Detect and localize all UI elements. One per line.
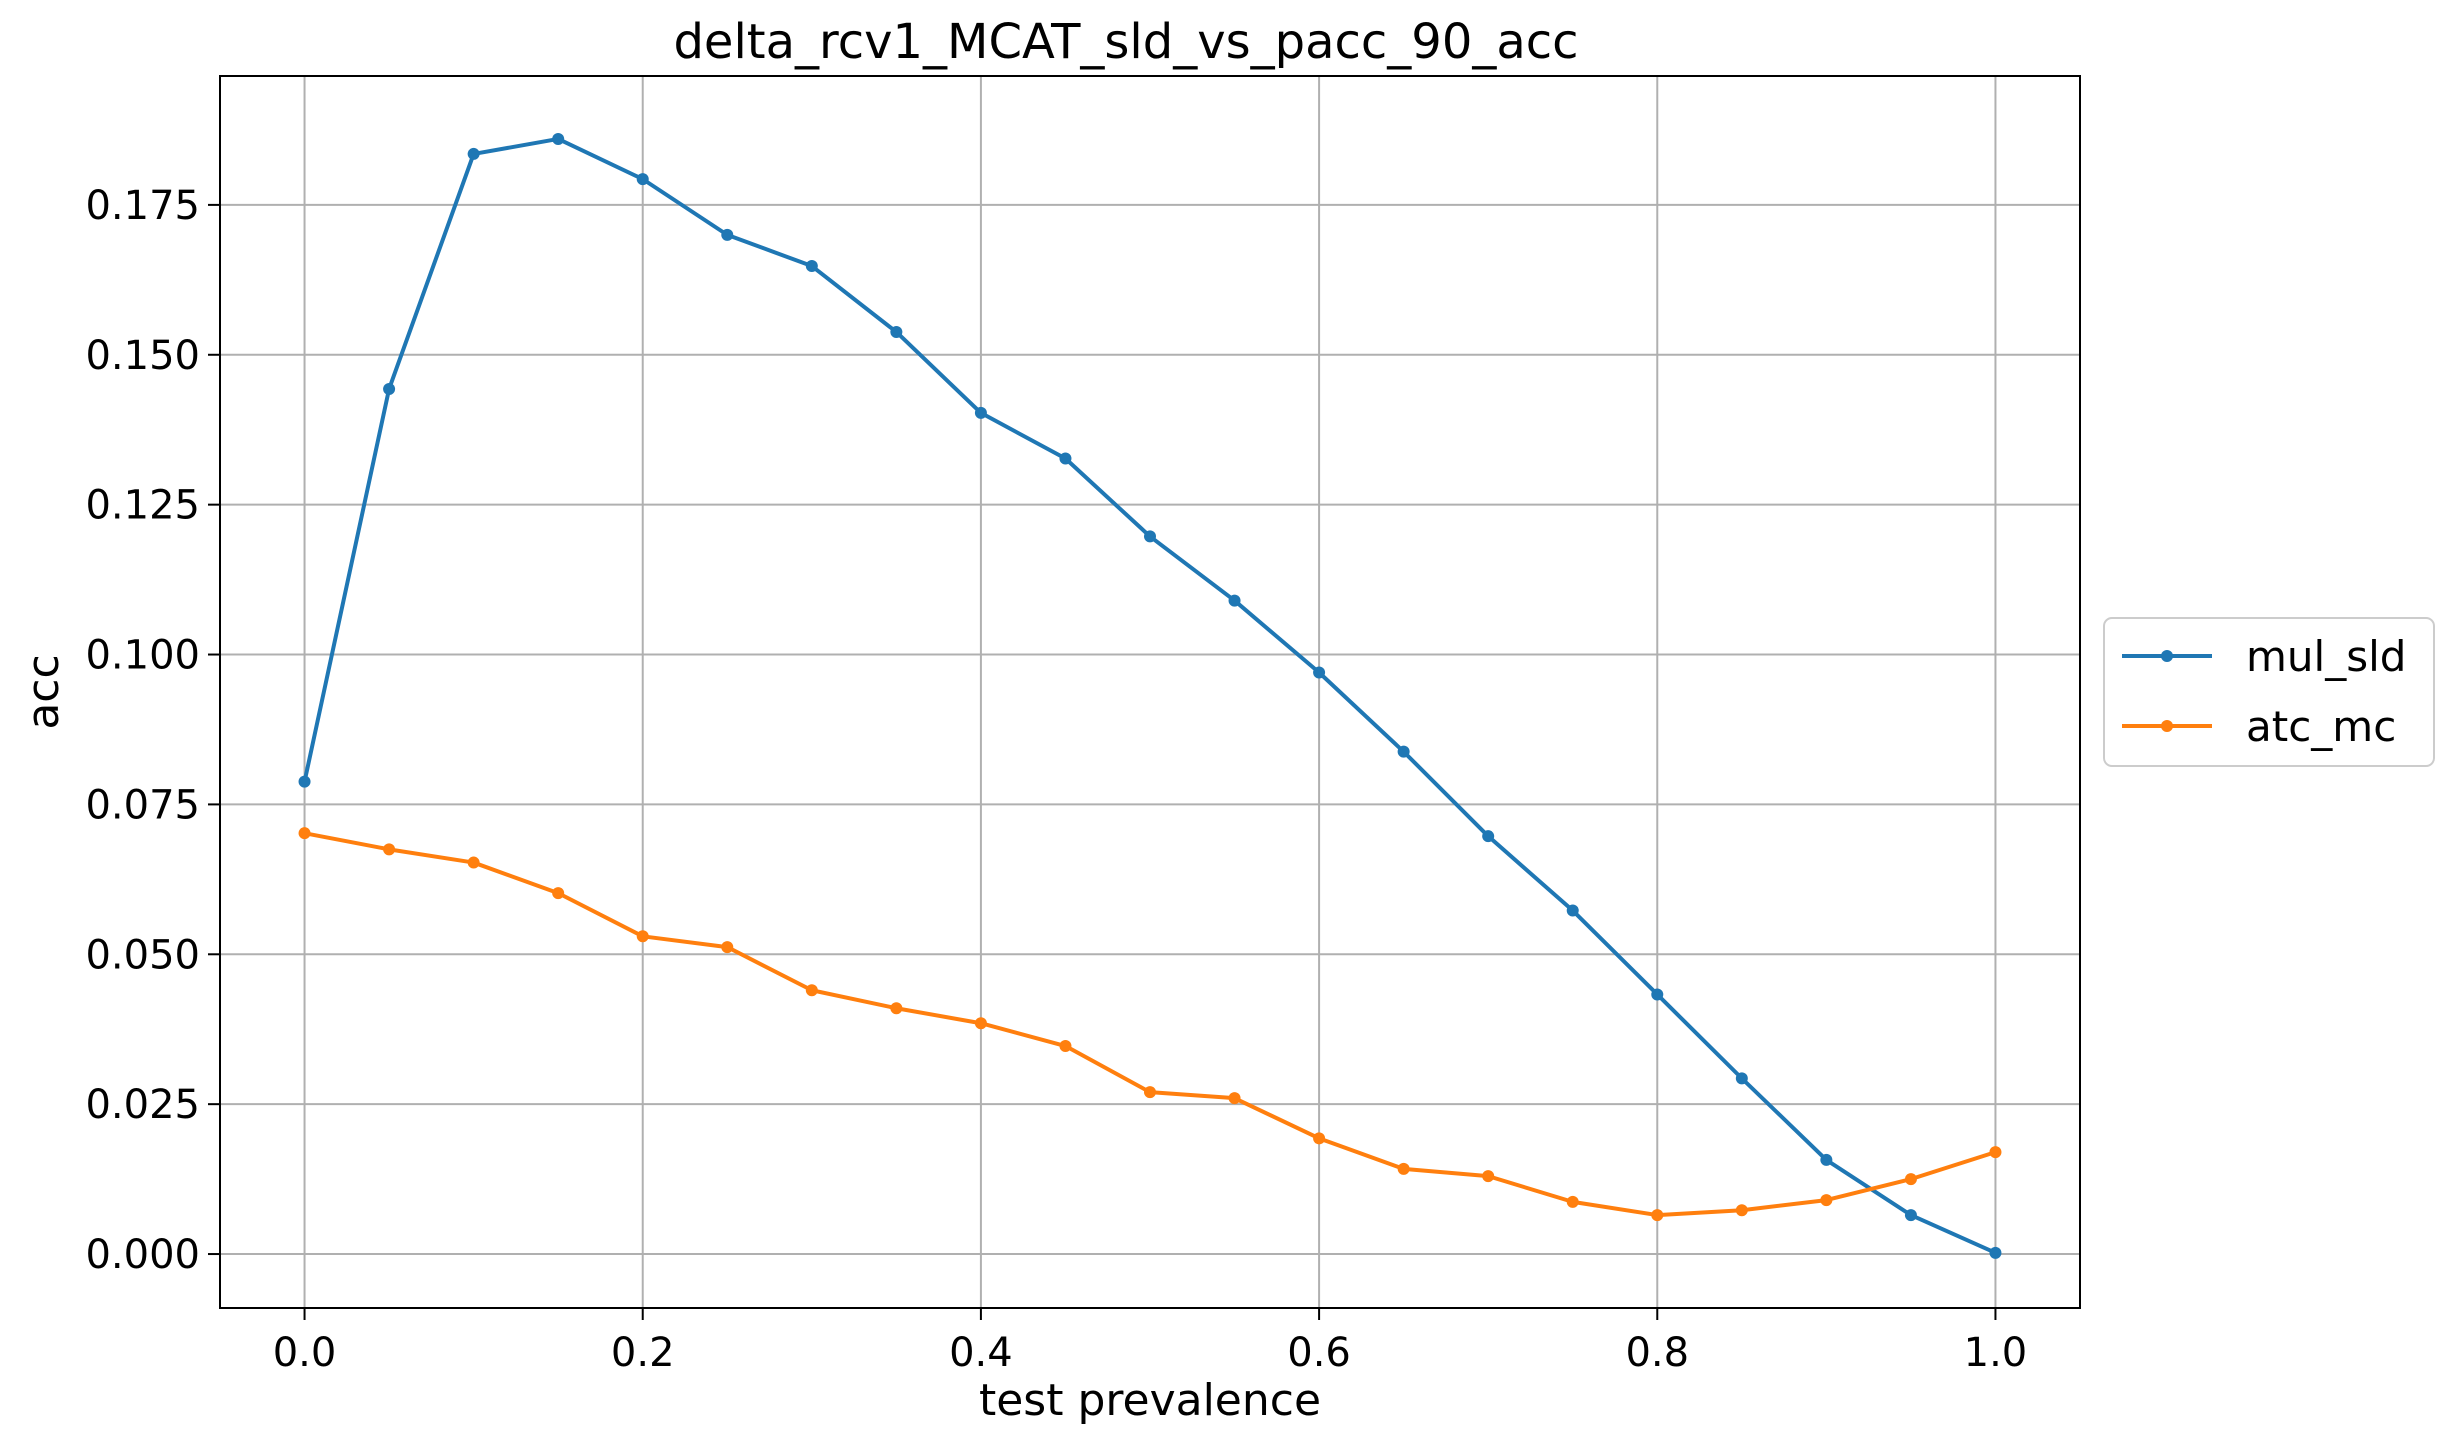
data-point-atc_mc [1313, 1132, 1326, 1145]
data-point-atc_mc [1989, 1146, 2002, 1159]
data-point-mul_sld [974, 406, 987, 419]
y-tick-label: 0.075 [85, 782, 200, 828]
data-point-mul_sld [1144, 530, 1156, 543]
data-point-atc_mc [1144, 1086, 1156, 1099]
data-point-atc_mc [805, 984, 818, 997]
data-point-mul_sld [298, 775, 311, 788]
data-point-mul_sld [552, 132, 565, 145]
y-tick-label: 0.050 [85, 932, 200, 978]
data-point-atc_mc [298, 827, 311, 840]
data-point-mul_sld [1566, 904, 1579, 917]
data-point-mul_sld [1059, 452, 1072, 465]
y-tick-label: 0.025 [85, 1082, 200, 1128]
data-point-atc_mc [1820, 1194, 1833, 1207]
series-mul_sld [298, 132, 2002, 1259]
data-point-atc_mc [721, 941, 734, 954]
y-tick-label: 0.175 [85, 183, 200, 229]
series-layer [298, 132, 2002, 1259]
chart-title: delta_rcv1_MCAT_sld_vs_pacc_90_acc [673, 14, 1578, 70]
data-point-mul_sld [1989, 1246, 2002, 1259]
data-point-mul_sld [1651, 988, 1664, 1001]
data-point-mul_sld [1904, 1209, 1917, 1222]
y-tick-label: 0.125 [85, 483, 200, 529]
data-point-mul_sld [1397, 745, 1410, 758]
x-tick-label: 0.4 [949, 1330, 1013, 1376]
x-tick-label: 0.6 [1287, 1330, 1351, 1376]
data-point-mul_sld [1820, 1153, 1833, 1166]
y-axis-label: acc [18, 654, 69, 729]
x-axis-label: test prevalence [979, 1375, 1321, 1426]
data-point-atc_mc [1735, 1204, 1748, 1217]
data-point-mul_sld [1482, 830, 1495, 843]
data-point-mul_sld [467, 147, 480, 160]
y-tick-label: 0.100 [85, 633, 200, 679]
data-point-atc_mc [383, 843, 396, 856]
legend-marker-mul_sld [2161, 650, 2173, 662]
legend-marker-atc_mc [2161, 720, 2173, 732]
y-tick-label: 0.000 [85, 1232, 200, 1278]
x-tick-label: 0.2 [611, 1330, 675, 1376]
x-tick-label: 0.0 [273, 1330, 337, 1376]
data-point-atc_mc [1228, 1092, 1241, 1105]
legend-label-atc_mc: atc_mc [2246, 702, 2396, 751]
data-point-mul_sld [1313, 666, 1326, 679]
data-point-atc_mc [552, 887, 565, 900]
data-point-atc_mc [1059, 1040, 1072, 1053]
grid [220, 76, 2080, 1308]
legend-label-mul_sld: mul_sld [2246, 632, 2406, 681]
data-point-mul_sld [1228, 594, 1241, 607]
x-tick-label: 1.0 [1964, 1330, 2028, 1376]
y-tick-label: 0.150 [85, 333, 200, 379]
data-point-mul_sld [1735, 1072, 1748, 1085]
data-point-atc_mc [890, 1002, 903, 1015]
data-point-atc_mc [1904, 1173, 1917, 1186]
series-atc_mc [298, 827, 2002, 1222]
data-point-atc_mc [1397, 1162, 1410, 1175]
data-point-atc_mc [467, 856, 480, 869]
data-point-mul_sld [890, 325, 903, 338]
data-point-mul_sld [636, 173, 649, 186]
data-point-atc_mc [1651, 1209, 1664, 1222]
plot-frame [219, 75, 2081, 1309]
data-point-atc_mc [1566, 1195, 1579, 1208]
legend: mul_sld atc_mc [2103, 617, 2435, 767]
axis-ticks: 0.0 0.2 0.4 0.6 0.8 1.0 0.000 0.025 0.050 0.075 0.… [85, 183, 2027, 1376]
x-tick-label: 0.8 [1625, 1330, 1689, 1376]
data-point-mul_sld [721, 228, 734, 241]
data-point-atc_mc [1482, 1170, 1495, 1183]
data-point-atc_mc [974, 1017, 987, 1030]
data-point-atc_mc [636, 930, 649, 943]
data-point-mul_sld [805, 260, 818, 273]
data-point-mul_sld [383, 382, 396, 395]
